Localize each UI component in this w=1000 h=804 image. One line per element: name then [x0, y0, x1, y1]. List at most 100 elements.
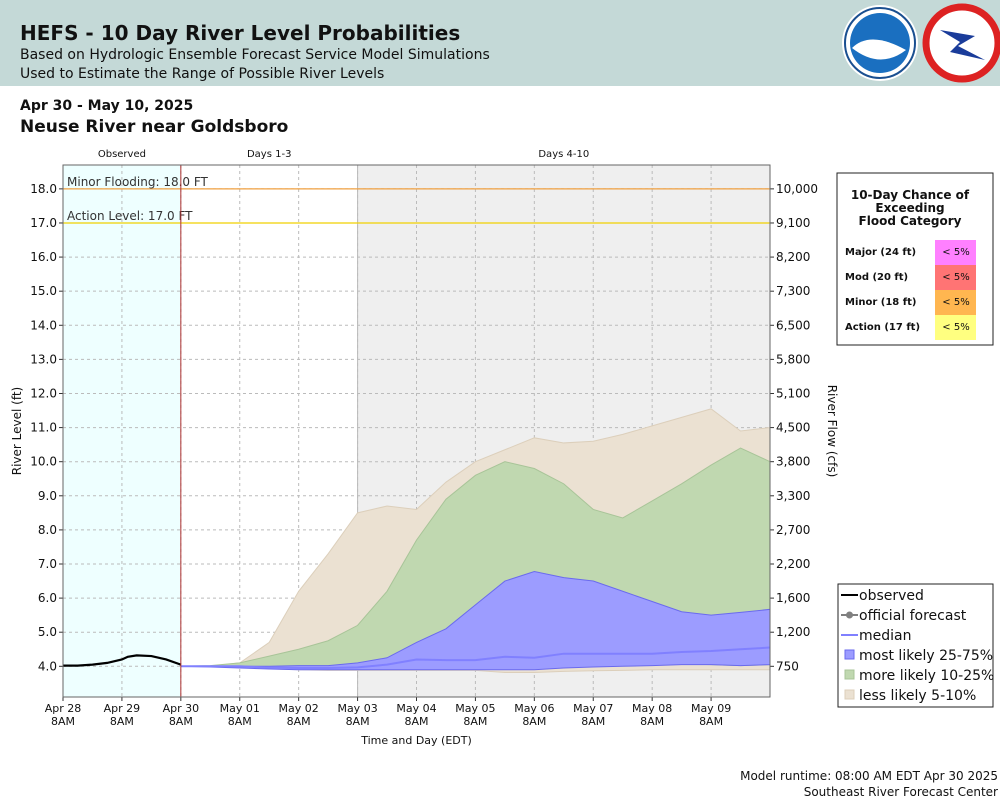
location: Neuse River near Goldsboro: [20, 117, 288, 137]
date-range: Apr 30 - May 10, 2025: [20, 98, 193, 114]
flood-chance: < 5%: [942, 297, 969, 308]
title: HEFS - 10 Day River Level Probabilities: [20, 21, 460, 45]
y-tick-label: 5.0: [38, 625, 57, 639]
y2-tick-label: 750: [776, 659, 799, 673]
legend-label: less likely 5-10%: [859, 688, 976, 704]
y-tick-label: 8.0: [38, 523, 57, 537]
x-tick-time: 8AM: [404, 715, 428, 728]
flood-category: Major (24 ft): [845, 247, 916, 258]
y2-tick-label: 2,700: [776, 523, 810, 537]
legend-box: [837, 583, 994, 708]
flood-chance-cell: [935, 290, 976, 315]
legend-label: official forecast: [859, 608, 967, 624]
y-tick-label: 6.0: [38, 591, 57, 605]
footer: Southeast River Forecast Center: [804, 785, 998, 799]
flood-category: Action (17 ft): [845, 322, 920, 333]
x-tick-time: 8AM: [699, 715, 723, 728]
x-tick-label: Apr 30: [163, 702, 200, 715]
x-tick-label: May 01: [220, 702, 260, 715]
y2-tick-label: 3,800: [776, 455, 810, 469]
x-tick-time: 8AM: [581, 715, 605, 728]
y-tick-label: 15.0: [30, 284, 57, 298]
footer: Model runtime: 08:00 AM EDT Apr 30 2025: [740, 769, 998, 783]
y2-tick-label: 5,800: [776, 352, 810, 366]
legend-swatch: [844, 649, 855, 660]
series-line: [180, 646, 771, 670]
y-tick-label: 11.0: [30, 421, 57, 435]
y-tick-label: 9.0: [38, 489, 57, 503]
y2-tick-label: 6,500: [776, 318, 810, 332]
legend-swatch: [844, 669, 855, 680]
y-axis-label: River Level (ft): [10, 387, 24, 475]
y2-tick-label: 9,100: [776, 216, 810, 230]
subtitle: Based on Hydrologic Ensemble Forecast Se…: [20, 47, 490, 63]
x-tick-time: 8AM: [110, 715, 134, 728]
legend-marker: [846, 611, 853, 619]
header-band: [0, 0, 1000, 86]
y-tick-label: 12.0: [30, 386, 57, 400]
y-tick-label: 18.0: [30, 182, 57, 196]
y2-tick-label: 1,600: [776, 591, 810, 605]
threshold-label: Action Level: 17.0 FT: [67, 209, 193, 223]
legend-label: more likely 10-25%: [859, 668, 994, 684]
y-tick-label: 16.0: [30, 250, 57, 264]
y-tick-label: 13.0: [30, 352, 57, 366]
y2-tick-label: 4,500: [776, 421, 810, 435]
flood-table-title: Flood Category: [859, 214, 962, 228]
nws-logo: [922, 3, 1000, 83]
series-line: [63, 654, 182, 667]
x-tick-label: May 05: [455, 702, 495, 715]
y2-tick-label: 2,200: [776, 557, 810, 571]
flood-table-title: 10-Day Chance of: [851, 188, 970, 202]
x-axis-label: Time and Day (EDT): [360, 734, 472, 747]
threshold-label: Minor Flooding: 18.0 FT: [67, 175, 209, 189]
x-tick-label: Apr 29: [104, 702, 141, 715]
y2-tick-label: 7,300: [776, 284, 810, 298]
y-tick-label: 17.0: [30, 216, 57, 230]
flood-chance: < 5%: [942, 322, 969, 333]
legend-label: median: [859, 628, 911, 644]
x-tick-label: May 04: [396, 702, 436, 715]
x-tick-time: 8AM: [346, 715, 370, 728]
x-tick-label: May 06: [514, 702, 554, 715]
y2-tick-label: 10,000: [776, 182, 818, 196]
y2-tick-label: 8,200: [776, 250, 810, 264]
y-tick-label: 4.0: [38, 659, 57, 673]
x-tick-time: 8AM: [463, 715, 487, 728]
x-tick-label: Apr 28: [45, 702, 82, 715]
x-tick-label: May 03: [337, 702, 377, 715]
y2-axis-label: River Flow (cfs): [825, 385, 839, 478]
plot-frame: [62, 164, 771, 698]
noaa-logo: [842, 5, 918, 81]
x-tick-time: 8AM: [228, 715, 252, 728]
x-tick-label: May 08: [632, 702, 672, 715]
legend-label: most likely 25-75%: [859, 648, 993, 664]
y-tick-label: 7.0: [38, 557, 57, 571]
y2-tick-label: 1,200: [776, 625, 810, 639]
x-tick-time: 8AM: [640, 715, 664, 728]
legend: observed official forecast median most like…: [837, 583, 994, 708]
region-label: Days 1-3: [247, 149, 291, 160]
x-tick-time: 8AM: [287, 715, 311, 728]
x-tick-label: May 09: [691, 702, 731, 715]
flood-category: Minor (18 ft): [845, 297, 916, 308]
flood-table-title: Exceeding: [875, 201, 944, 215]
y-tick-label: 14.0: [30, 318, 57, 332]
x-tick-time: 8AM: [51, 715, 75, 728]
flood-chance: < 5%: [942, 247, 969, 258]
region-label: Days 4-10: [538, 149, 589, 160]
y2-tick-label: 3,300: [776, 489, 810, 503]
legend-label: observed: [859, 588, 924, 604]
subtitle: Used to Estimate the Range of Possible R…: [20, 66, 384, 82]
x-tick-time: 8AM: [169, 715, 193, 728]
flood-chance-cell: [935, 240, 976, 265]
x-tick-label: May 02: [279, 702, 319, 715]
flood-chance: < 5%: [942, 272, 969, 283]
x-tick-time: 8AM: [522, 715, 546, 728]
flood-category: Mod (20 ft): [845, 272, 908, 283]
flood-chance-cell: [935, 315, 976, 340]
x-tick-label: May 07: [573, 702, 613, 715]
y-tick-label: 10.0: [30, 455, 57, 469]
